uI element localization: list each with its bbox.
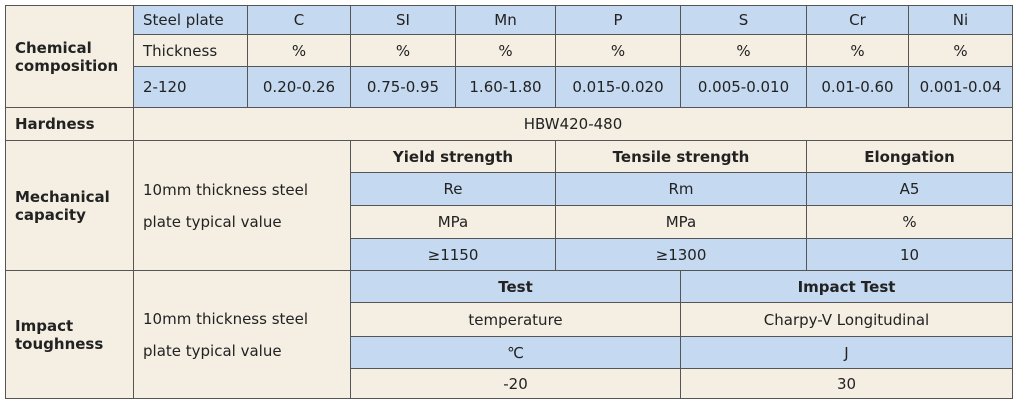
table-cell: MPa (351, 206, 556, 239)
table-cell: % (556, 35, 681, 67)
table-cell: 2-120 (134, 67, 248, 108)
table-cell: J (681, 337, 1013, 369)
table-cell: -20 (351, 369, 681, 399)
table-cell: Charpy-V Longitudinal (681, 303, 1013, 337)
row-label: Mechanical capacity (6, 141, 134, 271)
description: 10mm thickness steel plate typical value (134, 141, 351, 271)
table-cell: temperature (351, 303, 681, 337)
table-cell: Yield strength (351, 141, 556, 173)
table-cell: % (807, 35, 909, 67)
table-cell: Thickness (134, 35, 248, 67)
table-cell: 0.75-0.95 (351, 67, 456, 108)
table-cell: A5 (807, 173, 1013, 206)
table-cell: 0.005-0.010 (681, 67, 807, 108)
table-cell: % (351, 35, 456, 67)
table-cell: Test (351, 271, 681, 303)
table-cell: ℃ (351, 337, 681, 369)
table-cell: % (807, 206, 1013, 239)
description: 10mm thickness steel plate typical value (134, 271, 351, 399)
table-cell: Steel plate (134, 6, 248, 35)
row-label: Impact toughness (6, 271, 134, 399)
table-cell: Elongation (807, 141, 1013, 173)
table-cell: Tensile strength (556, 141, 807, 173)
table-cell: 1.60-1.80 (456, 67, 556, 108)
table-cell: 0.20-0.26 (248, 67, 351, 108)
table-cell: P (556, 6, 681, 35)
table-cell: 30 (681, 369, 1013, 399)
row-label: Chemical composition (6, 6, 134, 108)
table-cell: 0.01-0.60 (807, 67, 909, 108)
table-cell: 0.015-0.020 (556, 67, 681, 108)
table-cell: % (456, 35, 556, 67)
row-label: Hardness (6, 108, 134, 141)
table-cell: 10 (807, 239, 1013, 271)
table-cell: % (248, 35, 351, 67)
table-cell: SI (351, 6, 456, 35)
table-cell: HBW420-480 (134, 108, 1013, 141)
table-cell: C (248, 6, 351, 35)
table-cell: Impact Test (681, 271, 1013, 303)
table-cell: Cr (807, 6, 909, 35)
table-cell: MPa (556, 206, 807, 239)
table-cell: Ni (909, 6, 1013, 35)
table-cell: % (909, 35, 1013, 67)
table-cell: Mn (456, 6, 556, 35)
table-cell: % (681, 35, 807, 67)
table-cell: Re (351, 173, 556, 206)
table-cell: ≥1300 (556, 239, 807, 271)
table-cell: ≥1150 (351, 239, 556, 271)
table-cell: 0.001-0.04 (909, 67, 1013, 108)
spec-table: Chemical composition Steel plate C SI Mn P S Cr… (5, 5, 1013, 399)
table-cell: Rm (556, 173, 807, 206)
table-cell: S (681, 6, 807, 35)
